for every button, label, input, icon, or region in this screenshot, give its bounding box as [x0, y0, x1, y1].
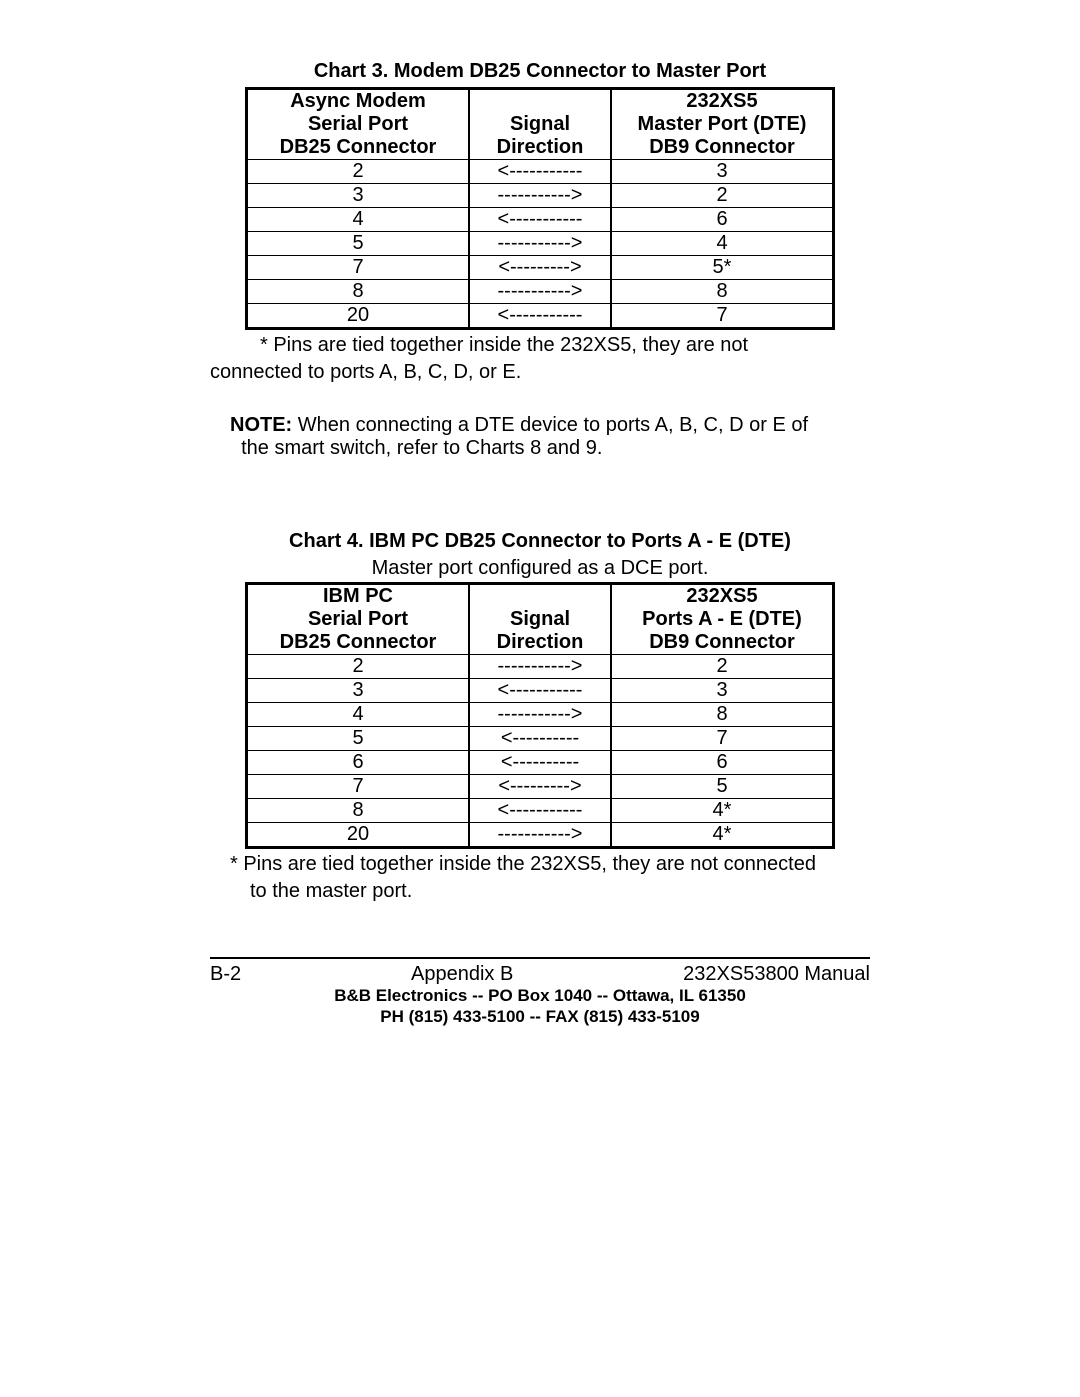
table-cell: 5 — [247, 232, 470, 256]
table-cell: 8 — [611, 280, 834, 304]
table-cell: <---------> — [469, 256, 611, 280]
table-cell: 7 — [247, 775, 470, 799]
table-cell: <----------- — [469, 799, 611, 823]
table-cell: 6 — [611, 208, 834, 232]
table-cell: <----------- — [469, 304, 611, 329]
page-footer: B-2 Appendix B 232XS53800 Manual B&B Ele… — [210, 957, 870, 1027]
table-cell: <----------- — [469, 160, 611, 184]
table-cell: 4 — [611, 232, 834, 256]
chart3-footnote: * Pins are tied together inside the 232X… — [260, 334, 870, 357]
chart4-col0: IBM PC Serial Port DB25 Connector — [247, 584, 470, 655]
chart4-col1: Signal Direction — [469, 584, 611, 655]
chart4-footnote: * Pins are tied together inside the 232X… — [230, 853, 870, 876]
table-cell: 3 — [611, 160, 834, 184]
chart3-col1: Signal Direction — [469, 89, 611, 160]
table-cell: 8 — [247, 799, 470, 823]
chart3-footnote-cont: connected to ports A, B, C, D, or E. — [210, 361, 870, 384]
table-cell: 8 — [247, 280, 470, 304]
table-cell: 2 — [611, 184, 834, 208]
table-cell: 4 — [247, 703, 470, 727]
chart3-note: NOTE: When connecting a DTE device to po… — [230, 414, 870, 460]
footer-address: B&B Electronics -- PO Box 1040 -- Ottawa… — [210, 986, 870, 1006]
table-cell: -----------> — [469, 655, 611, 679]
table-cell: <---------- — [469, 727, 611, 751]
table-cell: 7 — [611, 304, 834, 329]
table-cell: <----------- — [469, 679, 611, 703]
table-cell: 8 — [611, 703, 834, 727]
table-cell: 3 — [247, 679, 470, 703]
table-cell: 3 — [611, 679, 834, 703]
table-cell: 2 — [611, 655, 834, 679]
table-cell: -----------> — [469, 184, 611, 208]
chart4-col2: 232XS5 Ports A - E (DTE) DB9 Connector — [611, 584, 834, 655]
table-cell: 2 — [247, 160, 470, 184]
chart3-col0: Async Modem Serial Port DB25 Connector — [247, 89, 470, 160]
table-cell: -----------> — [469, 823, 611, 848]
table-cell: <---------> — [469, 775, 611, 799]
table-cell: 4* — [611, 799, 834, 823]
table-cell: -----------> — [469, 232, 611, 256]
chart4-title: Chart 4. IBM PC DB25 Connector to Ports … — [210, 530, 870, 553]
table-cell: 4 — [247, 208, 470, 232]
table-cell: 3 — [247, 184, 470, 208]
table-cell: 5 — [247, 727, 470, 751]
footer-section: Appendix B — [411, 963, 513, 986]
chart4-subtitle: Master port configured as a DCE port. — [210, 557, 870, 580]
chart3-col2: 232XS5 Master Port (DTE) DB9 Connector — [611, 89, 834, 160]
table-cell: 4* — [611, 823, 834, 848]
chart3-table: Async Modem Serial Port DB25 Connector S… — [245, 87, 835, 330]
chart4-table: IBM PC Serial Port DB25 Connector Signal… — [245, 582, 835, 849]
table-cell: -----------> — [469, 280, 611, 304]
table-cell: 7 — [611, 727, 834, 751]
table-cell: 7 — [247, 256, 470, 280]
table-cell: -----------> — [469, 703, 611, 727]
chart3-title: Chart 3. Modem DB25 Connector to Master … — [210, 60, 870, 83]
table-cell: <----------- — [469, 208, 611, 232]
table-cell: 2 — [247, 655, 470, 679]
table-cell: 20 — [247, 304, 470, 329]
table-cell: 6 — [611, 751, 834, 775]
table-cell: <---------- — [469, 751, 611, 775]
footer-phone: PH (815) 433-5100 -- FAX (815) 433-5109 — [210, 1007, 870, 1027]
table-cell: 6 — [247, 751, 470, 775]
table-cell: 5 — [611, 775, 834, 799]
footer-manual: 232XS53800 Manual — [683, 963, 870, 986]
footer-page: B-2 — [210, 963, 241, 986]
table-cell: 20 — [247, 823, 470, 848]
chart4-footnote-cont: to the master port. — [250, 880, 870, 903]
table-cell: 5* — [611, 256, 834, 280]
